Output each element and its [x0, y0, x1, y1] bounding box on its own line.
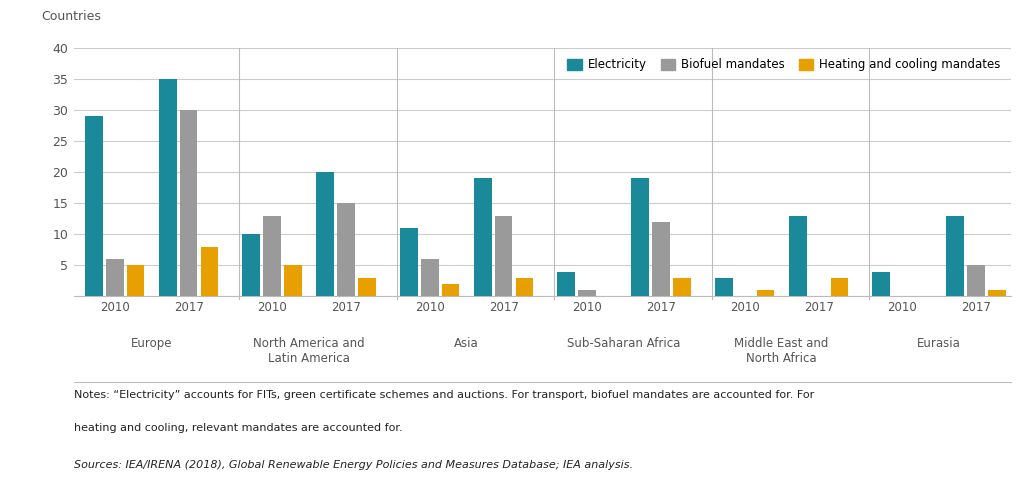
Text: Sub-Saharan Africa: Sub-Saharan Africa	[567, 337, 681, 350]
Bar	[788, 216, 807, 296]
Text: Middle East and
North Africa: Middle East and North Africa	[734, 337, 828, 365]
Bar	[632, 178, 649, 296]
Bar	[337, 203, 355, 296]
Bar	[872, 272, 890, 296]
Bar	[715, 278, 732, 296]
Text: Countries: Countries	[41, 10, 100, 23]
Bar	[400, 228, 418, 296]
Bar	[652, 222, 670, 296]
Bar	[579, 290, 596, 296]
Bar	[441, 284, 460, 296]
Bar	[358, 278, 376, 296]
Text: heating and cooling, relevant mandates are accounted for.: heating and cooling, relevant mandates a…	[74, 423, 402, 433]
Bar	[421, 259, 438, 296]
Text: Asia: Asia	[455, 337, 479, 350]
Bar	[263, 216, 281, 296]
Bar	[968, 265, 985, 296]
Text: Notes: “Electricity” accounts for FITs, green certificate schemes and auctions. : Notes: “Electricity” accounts for FITs, …	[74, 390, 814, 400]
Bar	[516, 278, 534, 296]
Bar	[557, 272, 575, 296]
Text: North America and
Latin America: North America and Latin America	[253, 337, 365, 365]
Bar	[180, 110, 198, 296]
Bar	[673, 278, 691, 296]
Bar	[243, 234, 260, 296]
Bar	[988, 290, 1006, 296]
Text: Europe: Europe	[131, 337, 172, 350]
Bar	[159, 79, 176, 296]
Bar	[316, 172, 334, 296]
Bar	[830, 278, 848, 296]
Text: Eurasia: Eurasia	[918, 337, 962, 350]
Bar	[85, 116, 102, 296]
Bar	[285, 265, 302, 296]
Bar	[105, 259, 124, 296]
Bar	[127, 265, 144, 296]
Text: Sources: IEA/IRENA (2018), Global Renewable Energy Policies and Measures Databas: Sources: IEA/IRENA (2018), Global Renewa…	[74, 460, 633, 470]
Bar	[495, 216, 512, 296]
Legend: Electricity, Biofuel mandates, Heating and cooling mandates: Electricity, Biofuel mandates, Heating a…	[562, 54, 1005, 76]
Bar	[946, 216, 964, 296]
Bar	[474, 178, 492, 296]
Bar	[201, 247, 218, 296]
Bar	[757, 290, 774, 296]
